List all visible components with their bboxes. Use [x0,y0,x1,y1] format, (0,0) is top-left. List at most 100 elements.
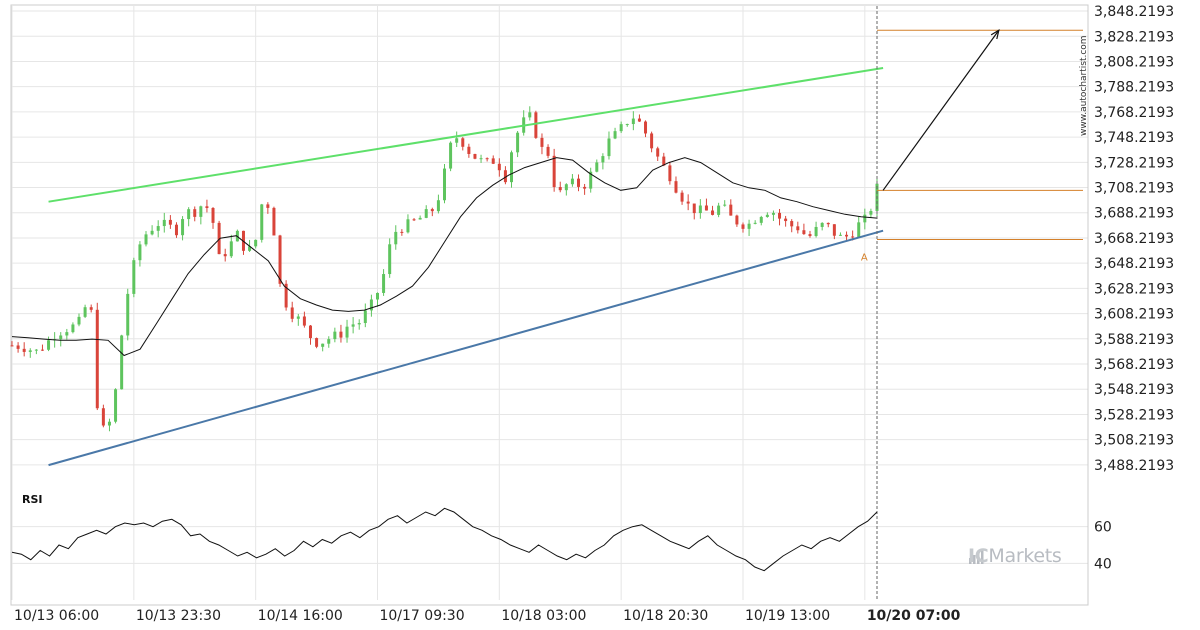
candle-body [741,224,745,229]
candle-body [656,148,660,157]
candle-body [589,171,593,189]
price-tick-label: 3,548.2193 [1094,382,1174,398]
candle-body [497,163,501,171]
candle-body [680,192,684,202]
price-tick-label: 3,828.2193 [1094,29,1174,45]
candle-body [114,389,118,422]
candle-body [650,133,654,149]
candle-body [284,283,288,308]
candle-body [753,222,757,224]
candle-body [516,132,520,153]
moving-average-series [11,157,878,357]
candle-body [430,209,434,212]
candle-body [455,138,459,143]
brand-bar [969,558,972,564]
candle-body [199,206,203,217]
candle-body [107,421,111,426]
candle-body [778,212,782,219]
candle-body [711,210,715,215]
candle-body [820,222,824,227]
price-tick-label: 3,708.2193 [1094,181,1174,197]
candle-body [869,210,873,215]
candle-body [382,274,386,293]
upper-trend-line [48,67,884,203]
candle-body [394,231,398,245]
price-tick-label: 3,568.2193 [1094,357,1174,373]
autochartist-watermark: www.autochartist.com [1079,35,1089,136]
candle-body [205,206,209,209]
candle-body [838,234,842,236]
rsi-label: RSI [22,493,43,506]
price-tick-label: 3,508.2193 [1094,433,1174,449]
time-tick-label: 10/18 03:00 [501,608,586,624]
candle-body [473,153,477,159]
candle-body [65,332,69,336]
lower-trend-line [48,229,884,467]
candle-body [540,137,544,147]
candle-body [248,246,252,251]
candle-body [363,310,367,324]
price-tick-label: 3,788.2193 [1094,80,1174,96]
candle-body [162,219,166,227]
rsi-level-label: 60 [1094,520,1112,536]
candle-body [662,156,666,166]
candle-body [619,124,623,132]
brand-bar [981,549,984,564]
candle-body [845,234,849,237]
candle-body [637,118,641,122]
time-tick-label: 10/14 16:00 [258,608,343,624]
candle-body [388,244,392,275]
candle-body [174,224,178,236]
candle-body [168,219,172,225]
candle-body [808,234,812,237]
candle-body [771,212,775,215]
price-tick-label: 3,848.2193 [1094,4,1174,20]
candle-body [461,138,465,147]
rsi-panel: 60 40 [11,507,1112,572]
candle-body [857,222,861,238]
price-tick-label: 3,648.2193 [1094,256,1174,272]
candle-body [570,178,574,185]
price-tick-label: 3,728.2193 [1094,155,1174,171]
candle-body [424,209,428,218]
candle-body [723,204,727,206]
candle-body [503,170,507,183]
candle-body [95,309,99,409]
candle-body [692,203,696,214]
brand-name: Markets [988,545,1062,567]
candle-body [686,201,690,204]
candle-body [357,323,361,325]
candle-body [34,349,38,351]
candle-body [260,204,264,240]
candle-body [321,343,325,347]
candle-body [717,205,721,215]
candle-body [156,226,160,231]
candle-body [89,307,93,310]
price-tick-label: 3,748.2193 [1094,130,1174,146]
candle-body [583,186,587,189]
candle-body [552,155,556,188]
candle-body [77,316,81,325]
candle-body [601,156,605,163]
candle-body [625,124,629,126]
moving-average-line [11,157,878,357]
price-axis: 3,848.2193 3,828.2193 3,808.2193 3,788.2193… [1094,4,1174,474]
time-tick-label: 10/19 13:00 [745,608,830,624]
rsi-level-label: 40 [1094,556,1112,572]
candle-body [266,204,270,208]
candle-body [796,226,800,231]
point-a-marker: A [861,252,868,263]
price-tick-label: 3,528.2193 [1094,407,1174,423]
chart-grid [11,6,1088,600]
candle-body [851,236,855,238]
rsi-line [11,507,878,572]
candle-body [790,221,794,227]
brand-prefix: IC [968,545,989,567]
candle-body [406,219,410,233]
candle-body [333,331,337,340]
candle-body [278,235,282,284]
candle-body [101,408,105,426]
candle-body [832,224,836,236]
candle-body [120,335,124,390]
candle-body [668,165,672,182]
